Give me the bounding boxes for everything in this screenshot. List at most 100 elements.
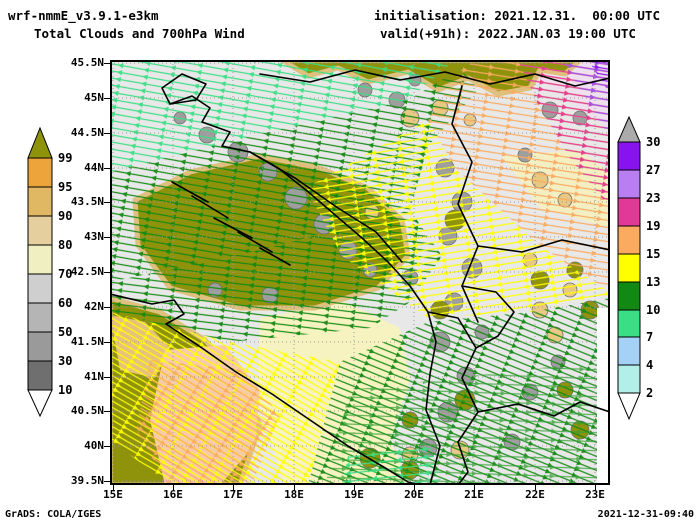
- wind-streamlines-springgreen-nw: [110, 60, 455, 172]
- lon-tick: [535, 485, 536, 490]
- lat-label-39.5N: 39.5N: [70, 474, 104, 487]
- valid-time-label: valid(+91h): 2022.JAN.03 19:00 UTC: [380, 26, 636, 41]
- wind-colorbar-tick-label: 30: [646, 135, 660, 149]
- island-2: [191, 195, 229, 219]
- border-macedonia: [477, 401, 610, 417]
- wind-streamlines-yellow-center: [306, 120, 610, 318]
- lat-label-41N: 41N: [84, 370, 104, 383]
- wind-colorbar-segment: [617, 253, 641, 283]
- grads-credit: GrADS: COLA/IGES: [5, 509, 102, 520]
- cloud-colorbar-tick-label: 50: [58, 325, 72, 339]
- cloud-colorbar-tick-label: 30: [58, 354, 72, 368]
- island-3: [213, 217, 253, 239]
- wind-colorbar-tick-label: 19: [646, 219, 660, 233]
- lon-label-19E: 19E: [344, 488, 364, 501]
- wind-colorbar-segment: [617, 225, 641, 255]
- lon-label-18E: 18E: [284, 488, 304, 501]
- wind-colorbar-tick-label: 23: [646, 191, 660, 205]
- wind-streamlines-orange-sw: [136, 360, 280, 485]
- cloud-colorbar-segment: [27, 186, 53, 217]
- map-canvas: [110, 60, 610, 485]
- wind-colorbar-segment: [617, 336, 641, 366]
- wind-colorbar-arrow-top: [617, 115, 641, 143]
- wind-streamlines-violet-corner: [588, 60, 610, 94]
- lon-tick: [354, 485, 355, 490]
- cloud-colorbar-segment: [27, 331, 53, 362]
- border-bulgaria: [477, 239, 610, 253]
- lon-tick: [474, 485, 475, 490]
- cloud-colorbar-tick-label: 95: [58, 180, 72, 194]
- wind-streamlines-purple-ne: [562, 60, 610, 138]
- wind-streamlines-darkgreen-nw: [110, 68, 478, 282]
- lon-tick: [113, 485, 114, 490]
- wind-streamlines-springgreen-s: [342, 442, 442, 485]
- product-title: Total Clouds and 700hPa Wind: [34, 26, 245, 41]
- cloud-colorbar-arrow-top: [27, 126, 53, 159]
- lon-tick: [233, 485, 234, 490]
- lon-label-16E: 16E: [163, 488, 183, 501]
- cloud-colorbar-segment: [27, 244, 53, 275]
- lon-label-21E: 21E: [464, 488, 484, 501]
- lat-label-43.5N: 43.5N: [70, 195, 104, 208]
- init-time-label: initialisation: 2021.12.31. 00:00 UTC: [374, 8, 660, 23]
- lat-tick: [104, 481, 110, 482]
- lon-tick: [414, 485, 415, 490]
- creation-timestamp: 2021-12-31-09:40: [597, 509, 694, 520]
- cloud-colorbar-segment: [27, 360, 53, 391]
- border-bosnia: [249, 151, 403, 263]
- lon-label-22E: 22E: [525, 488, 545, 501]
- lat-label-41.5N: 41.5N: [70, 335, 104, 348]
- island-1: [171, 181, 209, 203]
- lat-label-44.5N: 44.5N: [70, 126, 104, 139]
- coast-italy: [110, 293, 421, 485]
- cloud-colorbar-segment: [27, 215, 53, 246]
- wind-colorbar-tick-label: 10: [646, 303, 660, 317]
- lat-tick: [104, 133, 110, 134]
- cloud-colorbar-segment: [27, 157, 53, 188]
- lon-label-20E: 20E: [404, 488, 424, 501]
- lat-tick: [104, 272, 110, 273]
- cloud-cover-colorbar: 99 95 90 80 70 60 50 30 10: [27, 126, 72, 418]
- wind-colorbar-tick-label: 4: [646, 358, 653, 372]
- lon-label-23E: 23E: [585, 488, 605, 501]
- wind-colorbar-arrow-bottom: [617, 392, 641, 421]
- wind-colorbar-tick-label: 2: [646, 386, 653, 400]
- lat-tick: [104, 342, 110, 343]
- cloud-colorbar-tick-label: 80: [58, 238, 72, 252]
- lat-label-45N: 45N: [84, 91, 104, 104]
- border-kosovo: [461, 285, 515, 349]
- map-frame: [110, 60, 610, 485]
- cloud-colorbar-tick-label: 99: [58, 151, 72, 165]
- border-north: [259, 69, 610, 87]
- cloud-colorbar-segment: [27, 273, 53, 304]
- cloud-colorbar-segment: [27, 302, 53, 333]
- lat-tick: [104, 237, 110, 238]
- wind-colorbar-segment: [617, 169, 641, 199]
- lat-tick: [104, 202, 110, 203]
- lat-tick: [104, 168, 110, 169]
- cloud-colorbar-tick-label: 70: [58, 267, 72, 281]
- lon-label-17E: 17E: [223, 488, 243, 501]
- border-albania: [427, 311, 479, 485]
- cloud-colorbar-arrow-bottom: [27, 389, 53, 418]
- lat-label-40N: 40N: [84, 439, 104, 452]
- lat-tick: [104, 98, 110, 99]
- cloud-colorbar-tick-label: 10: [58, 383, 72, 397]
- wind-colorbar-segment: [617, 197, 641, 227]
- lon-label-15E: 15E: [103, 488, 123, 501]
- lat-label-40.5N: 40.5N: [70, 404, 104, 417]
- wind-colorbar-tick-label: 13: [646, 275, 660, 289]
- lat-label-45.5N: 45.5N: [70, 56, 104, 69]
- lat-tick: [104, 377, 110, 378]
- lat-label-43N: 43N: [84, 230, 104, 243]
- lat-tick: [104, 307, 110, 308]
- wind-colorbar-segment: [617, 309, 641, 338]
- lon-tick: [173, 485, 174, 490]
- wind-colorbar-segment: [617, 281, 641, 311]
- border-slovenia: [161, 73, 207, 105]
- wind-colorbar-segment: [617, 141, 641, 171]
- lat-label-42.5N: 42.5N: [70, 265, 104, 278]
- lat-label-42N: 42N: [84, 300, 104, 313]
- lat-label-44N: 44N: [84, 161, 104, 174]
